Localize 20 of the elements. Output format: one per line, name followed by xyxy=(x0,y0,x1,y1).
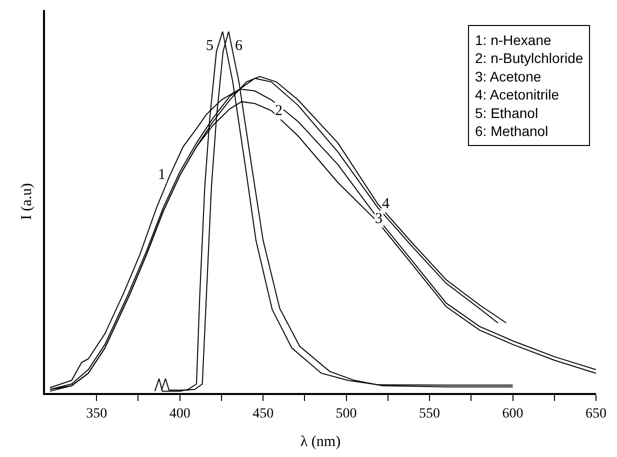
annotation: 4 xyxy=(382,196,390,212)
annotation: 5 xyxy=(206,38,214,54)
x-tick-label: 500 xyxy=(336,406,357,422)
x-tick-label: 350 xyxy=(86,406,108,422)
annotation: 3: Acetone xyxy=(475,68,542,84)
annotation: 5: Ethanol xyxy=(475,104,538,121)
x-axis-title: λ (nm) xyxy=(300,434,341,450)
annotation: 6 xyxy=(235,38,243,54)
x-tick-label: 550 xyxy=(419,406,440,422)
x-tick-label: 600 xyxy=(502,406,524,422)
annotation: 4: Acetonitrile xyxy=(475,86,560,103)
x-tick-label: 450 xyxy=(252,406,274,422)
x-tick-label: 650 xyxy=(586,406,606,422)
annotation: 2 xyxy=(275,103,282,119)
y-axis-title: I (a.u) xyxy=(19,183,35,220)
annotation: 1: n-Hexane xyxy=(475,32,552,48)
annotation: 2: n-Butylchloride xyxy=(475,50,584,66)
x-tick-label: 400 xyxy=(169,406,190,422)
annotation: 6: Methanol xyxy=(475,123,548,139)
annotation: 1 xyxy=(158,167,166,183)
